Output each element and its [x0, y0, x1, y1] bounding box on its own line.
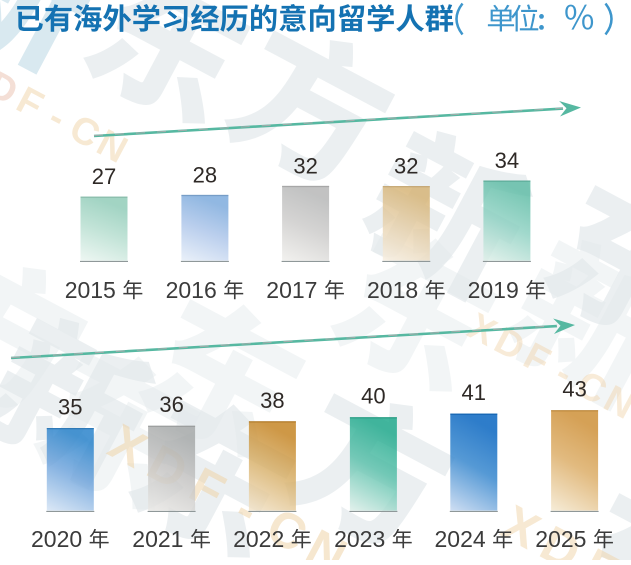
- svg-text:43: 43: [562, 377, 586, 402]
- svg-text:2015: 2015: [65, 277, 116, 303]
- svg-text:38: 38: [260, 388, 284, 413]
- svg-text:2021: 2021: [132, 526, 183, 552]
- svg-text:34: 34: [495, 148, 519, 173]
- svg-text:2019: 2019: [468, 277, 519, 303]
- svg-text:2024: 2024: [435, 526, 486, 552]
- svg-text:32: 32: [394, 154, 418, 179]
- svg-text:2023: 2023: [334, 526, 385, 552]
- svg-text:27: 27: [92, 164, 116, 189]
- svg-text:2022: 2022: [233, 526, 284, 552]
- svg-text:35: 35: [58, 395, 82, 420]
- svg-text:2016: 2016: [166, 277, 217, 303]
- svg-text:41: 41: [462, 380, 486, 405]
- svg-text:2018: 2018: [367, 277, 418, 303]
- svg-text:32: 32: [293, 153, 317, 178]
- svg-text:2025: 2025: [535, 526, 586, 552]
- svg-text:36: 36: [159, 392, 183, 417]
- svg-text:2017: 2017: [266, 277, 317, 303]
- svg-text:28: 28: [193, 162, 217, 187]
- svg-text:2020: 2020: [31, 526, 82, 552]
- svg-text:40: 40: [361, 384, 385, 409]
